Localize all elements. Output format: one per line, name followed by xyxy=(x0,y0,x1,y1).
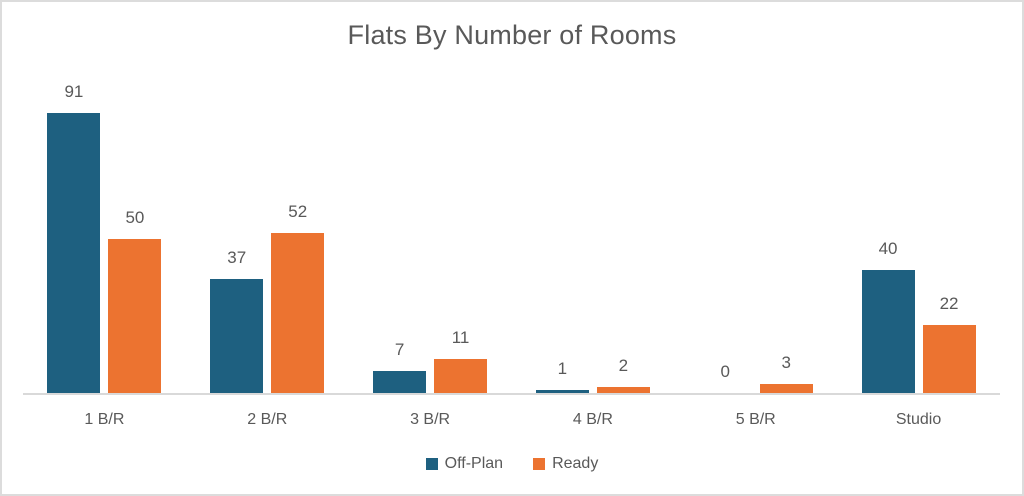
legend-item-off-plan: Off-Plan xyxy=(425,455,504,473)
bar-group: 37 52 xyxy=(186,85,349,393)
bar-group: 40 22 xyxy=(837,85,1000,393)
data-label: 2 xyxy=(618,355,629,375)
category-axis: 1 B/R 2 B/R 3 B/R 4 B/R 5 B/R Studio xyxy=(23,395,1000,429)
data-label: 50 xyxy=(125,208,145,227)
plot-area: 91 50 37 52 7 11 1 2 0 3 40 22 xyxy=(23,83,1000,395)
bar-slot: 2 xyxy=(596,357,650,393)
bar-slot: 22 xyxy=(922,295,976,393)
data-label: 1 xyxy=(557,358,568,378)
bar-ready xyxy=(596,386,650,393)
data-label: 7 xyxy=(394,340,405,360)
legend-label: Ready xyxy=(552,455,599,472)
category-label: 3 B/R xyxy=(410,411,451,428)
data-label: 0 xyxy=(720,362,730,381)
data-label: 40 xyxy=(878,238,898,258)
bar-off-plan xyxy=(535,389,589,393)
bar-ready xyxy=(434,359,488,393)
bar-group: 91 50 xyxy=(23,83,186,393)
bar-group: 7 11 xyxy=(349,85,512,393)
category-label: 4 B/R xyxy=(572,411,613,428)
legend-item-ready: Ready xyxy=(533,455,598,473)
bar-off-plan xyxy=(861,269,915,393)
bar-slot: 11 xyxy=(434,329,488,393)
legend-label: Off-Plan xyxy=(444,455,504,472)
legend-swatch-icon xyxy=(533,458,546,470)
bar-slot: 7 xyxy=(373,341,427,393)
category-label: 1 B/R xyxy=(84,411,125,428)
bar-ready xyxy=(922,325,976,393)
bar-ready xyxy=(271,232,325,393)
bar-ready xyxy=(759,383,813,393)
category-label: Studio xyxy=(895,411,942,428)
bar-slot: 50 xyxy=(108,209,162,393)
bar-slot: 3 xyxy=(759,354,813,393)
bar-off-plan xyxy=(373,371,427,393)
category-label: 5 B/R xyxy=(735,411,776,428)
bar-slot: 91 xyxy=(47,83,101,393)
chart-title: Flats By Number of Rooms xyxy=(347,20,677,50)
bar-off-plan xyxy=(47,112,101,393)
bar-off-plan xyxy=(210,279,264,393)
data-label: 52 xyxy=(288,201,308,221)
bar-slot: 52 xyxy=(271,203,325,393)
data-label: 37 xyxy=(227,248,247,268)
data-label: 22 xyxy=(939,294,959,314)
bar-slot: 40 xyxy=(861,240,915,393)
category-label: 2 B/R xyxy=(247,411,288,428)
data-label: 3 xyxy=(781,352,791,372)
legend-swatch-icon xyxy=(425,458,438,470)
legend: Off-Plan Ready xyxy=(2,455,1022,473)
data-label: 11 xyxy=(451,328,470,348)
data-label: 91 xyxy=(64,81,84,101)
bar-slot: 1 xyxy=(535,360,589,393)
bar-ready xyxy=(108,239,162,393)
bar-slot: 37 xyxy=(210,249,264,393)
